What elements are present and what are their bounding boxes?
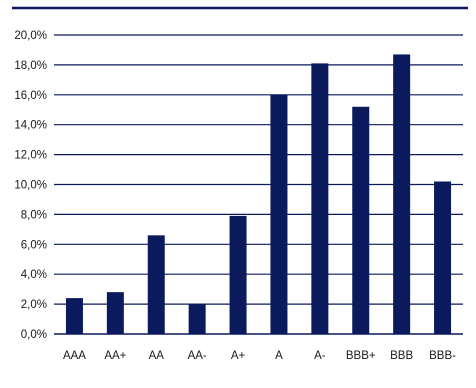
y-tick-label: 16,0% bbox=[14, 90, 47, 102]
x-tick-label: AA bbox=[149, 350, 165, 362]
y-tick-label: 10,0% bbox=[14, 180, 47, 192]
x-tick-label: A+ bbox=[231, 350, 246, 362]
bar-aa-plus bbox=[106, 292, 124, 334]
x-axis-tick-labels: AAA AA+ AA AA- A+ A A- BBB+ BBB BBB- bbox=[63, 350, 456, 362]
bars bbox=[65, 54, 452, 335]
x-tick-label: A bbox=[275, 350, 283, 362]
y-tick-label: 14,0% bbox=[14, 120, 47, 132]
y-tick-label: 0,0% bbox=[21, 329, 47, 341]
bar-aa bbox=[147, 235, 165, 334]
y-tick-label: 20,0% bbox=[14, 30, 47, 42]
y-tick-label: 6,0% bbox=[21, 239, 47, 251]
y-axis-tick-labels: 0,0% 2,0% 4,0% 6,0% 8,0% 10,0% 12,0% 14,0% 16,0%… bbox=[14, 30, 47, 341]
bar-bbb-plus bbox=[352, 106, 370, 334]
y-tick-label: 8,0% bbox=[21, 209, 47, 221]
bar-a bbox=[270, 94, 288, 334]
x-tick-label: A- bbox=[314, 350, 326, 362]
x-tick-label: AA+ bbox=[104, 350, 126, 362]
y-tick-label: 2,0% bbox=[21, 299, 47, 311]
x-tick-label: BBB bbox=[390, 350, 413, 362]
bar-a-minus bbox=[311, 63, 329, 334]
y-tick-label: 4,0% bbox=[21, 269, 47, 281]
bar-aaa bbox=[65, 298, 83, 334]
x-tick-label: AAA bbox=[63, 350, 86, 362]
bar-bbb bbox=[393, 54, 411, 335]
y-tick-label: 18,0% bbox=[14, 60, 47, 72]
bar-aa-minus bbox=[188, 304, 206, 334]
x-tick-label: AA- bbox=[188, 350, 207, 362]
bar-a-plus bbox=[229, 215, 247, 334]
x-tick-label: BBB+ bbox=[346, 350, 376, 362]
x-tick-label: BBB- bbox=[429, 350, 456, 362]
bar-bbb-minus bbox=[434, 181, 452, 334]
y-tick-label: 12,0% bbox=[14, 150, 47, 162]
